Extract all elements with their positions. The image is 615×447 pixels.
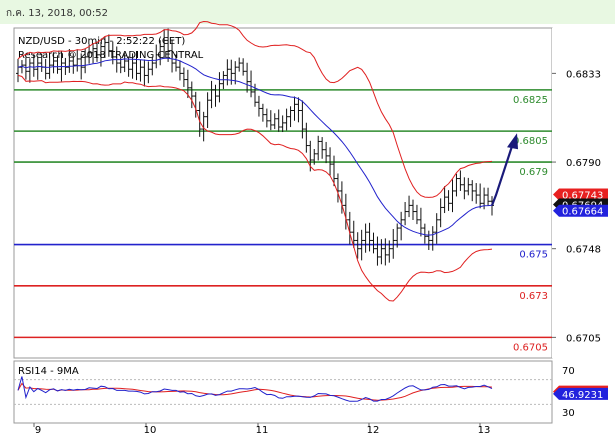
forecast-line <box>490 142 515 206</box>
y-tick-label: 0.6790 <box>566 158 601 169</box>
rsi-ma-line <box>17 382 493 401</box>
rsi-panel <box>13 360 553 424</box>
rsi-title: RSI14 - 9MA <box>18 366 79 377</box>
level-label: 0.679 <box>519 167 548 178</box>
price-tag-label: 0.67664 <box>562 207 603 218</box>
x-tick-label: 11 <box>256 425 269 436</box>
level-label: 0.673 <box>519 291 548 302</box>
bollinger-upper <box>17 20 493 198</box>
price-tag: 0.67664 <box>553 204 608 218</box>
moving-average <box>17 57 493 236</box>
x-tick-label: 12 <box>367 425 380 436</box>
y-tick-label: 0.6833 <box>566 69 601 80</box>
date-bar: ก.ค. 13, 2018, 00:52 <box>0 0 615 24</box>
rsi-line <box>17 376 493 402</box>
level-label: 0.6705 <box>513 342 548 353</box>
y-tick-label: 0.6705 <box>566 333 601 344</box>
price-tag-bg <box>553 204 608 217</box>
price-panel <box>13 27 553 359</box>
price-tag: 0.67743 <box>553 188 608 201</box>
rsi-tag-label: 46.9231 <box>562 390 603 401</box>
rsi-tick-30: 30 <box>562 408 575 419</box>
price-tag-bg <box>553 188 608 201</box>
y-tick-label: 0.6748 <box>566 245 601 256</box>
level-label: 0.6805 <box>513 136 548 147</box>
x-tick-label: 13 <box>478 425 491 436</box>
level-label: 0.6825 <box>513 95 548 106</box>
forecast-arrowhead <box>507 133 518 150</box>
price-tag-label: 0.67743 <box>562 190 603 201</box>
x-tick-label: 9 <box>35 425 41 436</box>
rsi-tag-bg <box>553 387 608 400</box>
rsi-tag: 46.9231 <box>553 387 608 401</box>
rsi-tick-70: 70 <box>562 366 575 377</box>
level-label: 0.675 <box>519 250 548 261</box>
bollinger-lower <box>17 74 493 302</box>
chart-subtitle: Research © 2018 TRADING CENTRAL <box>18 50 204 61</box>
chart-title: NZD/USD - 30min - 2:52:22 (CET) <box>18 36 185 47</box>
date-label: ก.ค. 13, 2018, 00:52 <box>6 8 108 19</box>
x-tick-label: 10 <box>144 425 157 436</box>
